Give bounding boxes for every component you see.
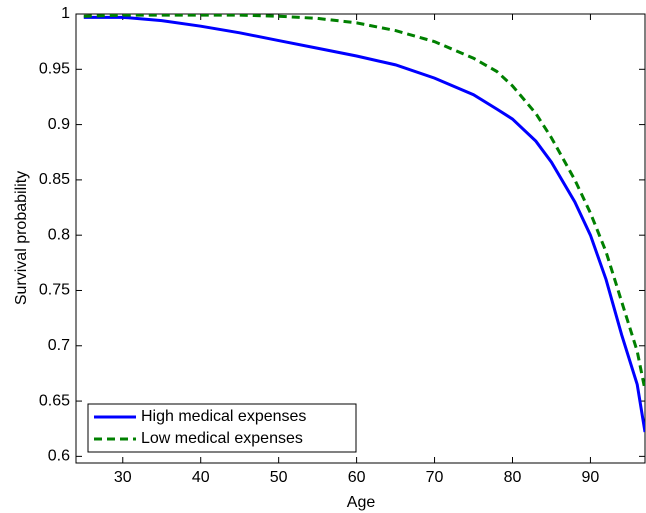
plot-frame [75,13,646,464]
x-tick-label: 50 [270,469,288,486]
x-tick-label: 60 [348,469,366,486]
y-tick-label: 0.9 [48,116,70,133]
y-tick-label: 0.75 [39,282,70,299]
y-tick-label: 0.85 [39,171,70,188]
y-tick-label: 0.95 [39,61,70,78]
y-tick-label: 0.6 [48,448,70,465]
x-tick-label: 80 [504,469,522,486]
y-tick-label: 0.7 [48,337,70,354]
line-series [83,15,645,433]
y-tick-label: 1 [61,5,70,22]
x-tick-label: 30 [114,469,132,486]
x-tick-label: 70 [426,469,444,486]
y-axis-label: Survival probability [13,171,30,305]
line-series [83,14,645,391]
legend-label: Low medical expenses [141,430,303,447]
y-tick-label: 0.8 [48,226,70,243]
legend-box [87,403,357,453]
legend-label: High medical expenses [141,408,306,425]
x-axis-label: Age [347,494,376,511]
y-tick-label: 0.65 [39,392,70,409]
x-tick-label: 40 [192,469,210,486]
x-tick-label: 90 [582,469,600,486]
